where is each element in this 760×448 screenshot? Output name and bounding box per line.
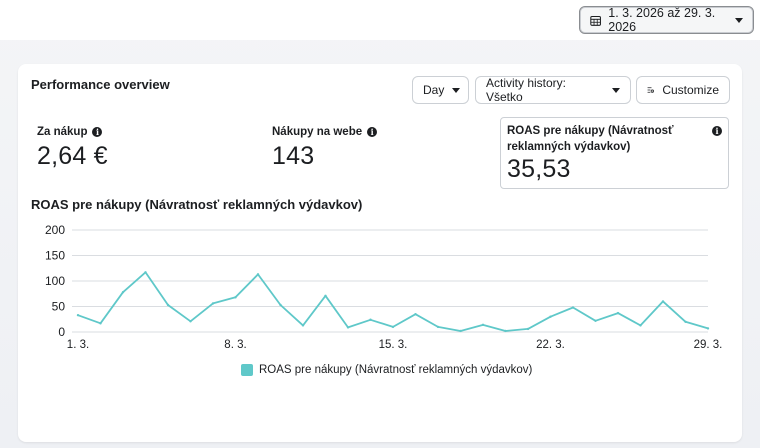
- data-point: [301, 324, 305, 327]
- metric-label: Za nákup: [37, 126, 88, 138]
- data-point: [121, 291, 125, 294]
- data-point: [346, 326, 350, 329]
- data-point: [571, 306, 575, 309]
- data-point: [706, 327, 710, 330]
- caret-down-icon: [735, 17, 743, 23]
- data-point: [436, 325, 440, 329]
- x-tick-label: 1. 3.: [67, 339, 89, 351]
- data-point: [324, 294, 327, 297]
- metric-cost-per-purchase: Za nákup i 2,64 €: [37, 124, 108, 171]
- caret-down-icon: [612, 87, 620, 93]
- data-point: [256, 273, 260, 276]
- y-tick-label: 150: [45, 249, 65, 263]
- customize-icon: [647, 87, 654, 93]
- data-point: [211, 302, 215, 305]
- data-point: [166, 303, 170, 307]
- data-point: [661, 300, 665, 303]
- data-point: [639, 324, 642, 327]
- metric-value: 35,53: [507, 155, 571, 183]
- data-point: [76, 313, 80, 317]
- activity-history-dropdown[interactable]: Activity history: Všetko: [475, 76, 631, 104]
- info-icon[interactable]: i: [92, 127, 103, 137]
- roas-line-chart: 0 50 100 150 200 1. 3. 8. 3. 15. 3. 22. 3. 29. 3.: [45, 223, 723, 351]
- caret-down-icon: [452, 87, 461, 93]
- x-tick-label: 22. 3.: [536, 339, 565, 351]
- data-point: [234, 296, 237, 299]
- x-tick-label: 15. 3.: [379, 339, 408, 351]
- data-point: [144, 271, 147, 274]
- info-icon[interactable]: i: [367, 127, 378, 137]
- y-tick-label: 50: [52, 300, 66, 314]
- y-tick-label: 200: [45, 223, 65, 237]
- activity-history-label: Activity history: Všetko: [486, 76, 567, 104]
- data-point: [189, 320, 192, 323]
- x-tick-label: 8. 3.: [224, 339, 246, 351]
- x-tick-label: 29. 3.: [694, 339, 723, 351]
- y-tick-label: 100: [45, 274, 65, 288]
- data-point: [684, 320, 687, 323]
- y-tick-label: 0: [58, 325, 65, 339]
- data-point: [594, 319, 597, 322]
- data-point: [481, 323, 485, 327]
- metric-label: Nákupy na webe: [272, 126, 363, 138]
- granularity-dropdown[interactable]: Day: [412, 76, 469, 104]
- data-point: [616, 311, 620, 315]
- legend-label: ROAS pre nákupy (Návratnosť reklamných v…: [259, 364, 533, 376]
- date-range-label: 1. 3. 2026 až 29. 3. 2026: [608, 6, 716, 34]
- metric-label-line2: reklamných výdavkov): [507, 141, 631, 153]
- customize-label: Customize: [662, 83, 719, 97]
- info-icon[interactable]: i: [712, 126, 722, 136]
- data-point: [526, 327, 530, 331]
- metric-website-purchases: Nákupy na webe i 143: [272, 124, 378, 171]
- calendar-icon: [590, 15, 601, 26]
- performance-overview-card: Performance overview Day Activity histor…: [18, 64, 742, 442]
- granularity-label: Day: [423, 83, 445, 97]
- data-point: [391, 325, 395, 329]
- data-point: [279, 303, 282, 307]
- legend-swatch: [241, 364, 253, 376]
- metric-value: 2,64 €: [37, 142, 108, 170]
- data-point: [414, 312, 417, 316]
- data-point: [369, 318, 372, 321]
- customize-button[interactable]: Customize: [636, 76, 730, 104]
- metric-label-line1: ROAS pre nákupy (Návratnosť: [507, 125, 674, 137]
- metric-value: 143: [272, 142, 315, 170]
- chart-title: ROAS pre nákupy (Návratnosť reklamných v…: [31, 197, 363, 212]
- chart-legend[interactable]: ROAS pre nákupy (Návratnosť reklamných v…: [241, 364, 532, 376]
- data-point: [549, 315, 552, 318]
- card-title: Performance overview: [31, 77, 170, 92]
- metric-roas-selected[interactable]: ROAS pre nákupy (Návratnosť reklamných v…: [500, 117, 729, 189]
- data-point: [99, 322, 102, 325]
- date-range-picker[interactable]: 1. 3. 2026 až 29. 3. 2026: [579, 6, 754, 34]
- data-point: [459, 329, 462, 333]
- data-point: [504, 329, 507, 333]
- top-bar: 1. 3. 2026 až 29. 3. 2026: [0, 0, 760, 40]
